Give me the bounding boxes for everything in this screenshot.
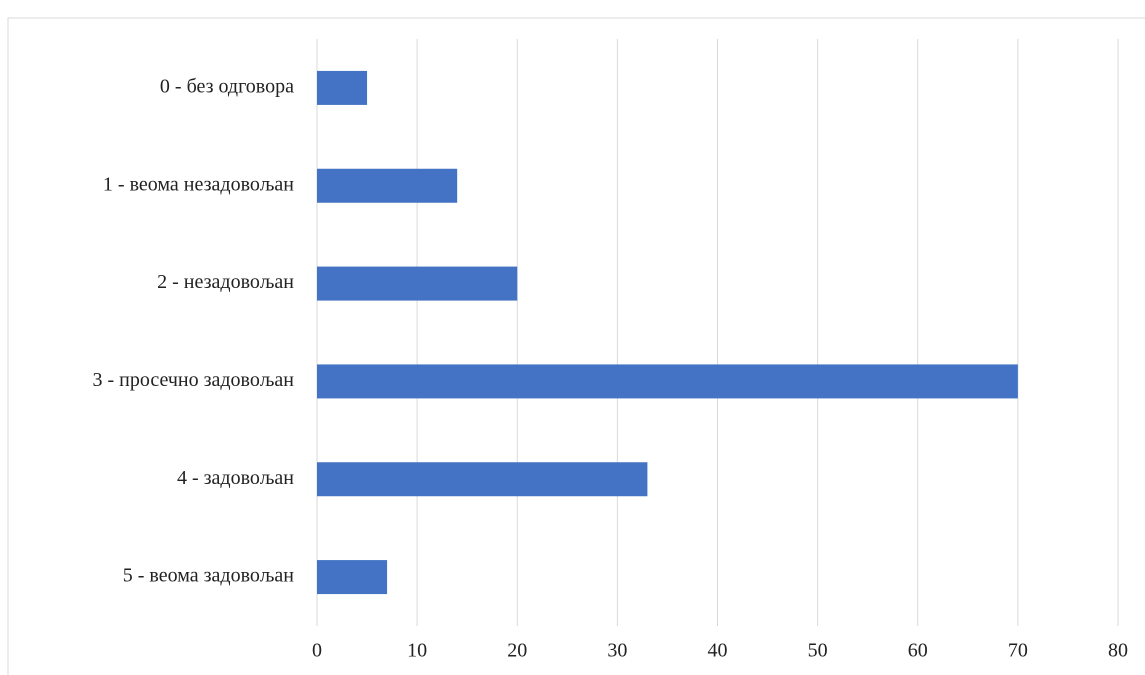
bar — [317, 168, 458, 203]
x-tick-label: 10 — [407, 640, 427, 662]
x-tick-label: 70 — [1008, 640, 1028, 662]
bar — [317, 364, 1018, 399]
x-tick-label: 20 — [507, 640, 527, 662]
x-tick-label: 80 — [1108, 640, 1128, 662]
y-tick-label: 2 - незадовољан — [157, 271, 294, 293]
bar — [317, 560, 388, 595]
bar — [317, 266, 518, 301]
x-tick-label: 0 — [312, 640, 322, 662]
y-tick-label: 1 - веома незадовољан — [103, 173, 294, 195]
x-tick-label: 40 — [708, 640, 728, 662]
y-tick-label: 4 - задовољан — [177, 467, 294, 489]
x-tick-label: 50 — [808, 640, 828, 662]
chart-frame — [7, 17, 1145, 675]
x-tick-label: 30 — [607, 640, 627, 662]
y-tick-label: 0 - без одговора — [160, 76, 294, 98]
bar — [317, 462, 648, 497]
bar — [317, 70, 368, 105]
x-tick-label: 60 — [908, 640, 928, 662]
y-tick-label: 3 - просечно задовољан — [92, 369, 294, 391]
y-tick-label: 5 - веома задовољан — [123, 565, 295, 587]
